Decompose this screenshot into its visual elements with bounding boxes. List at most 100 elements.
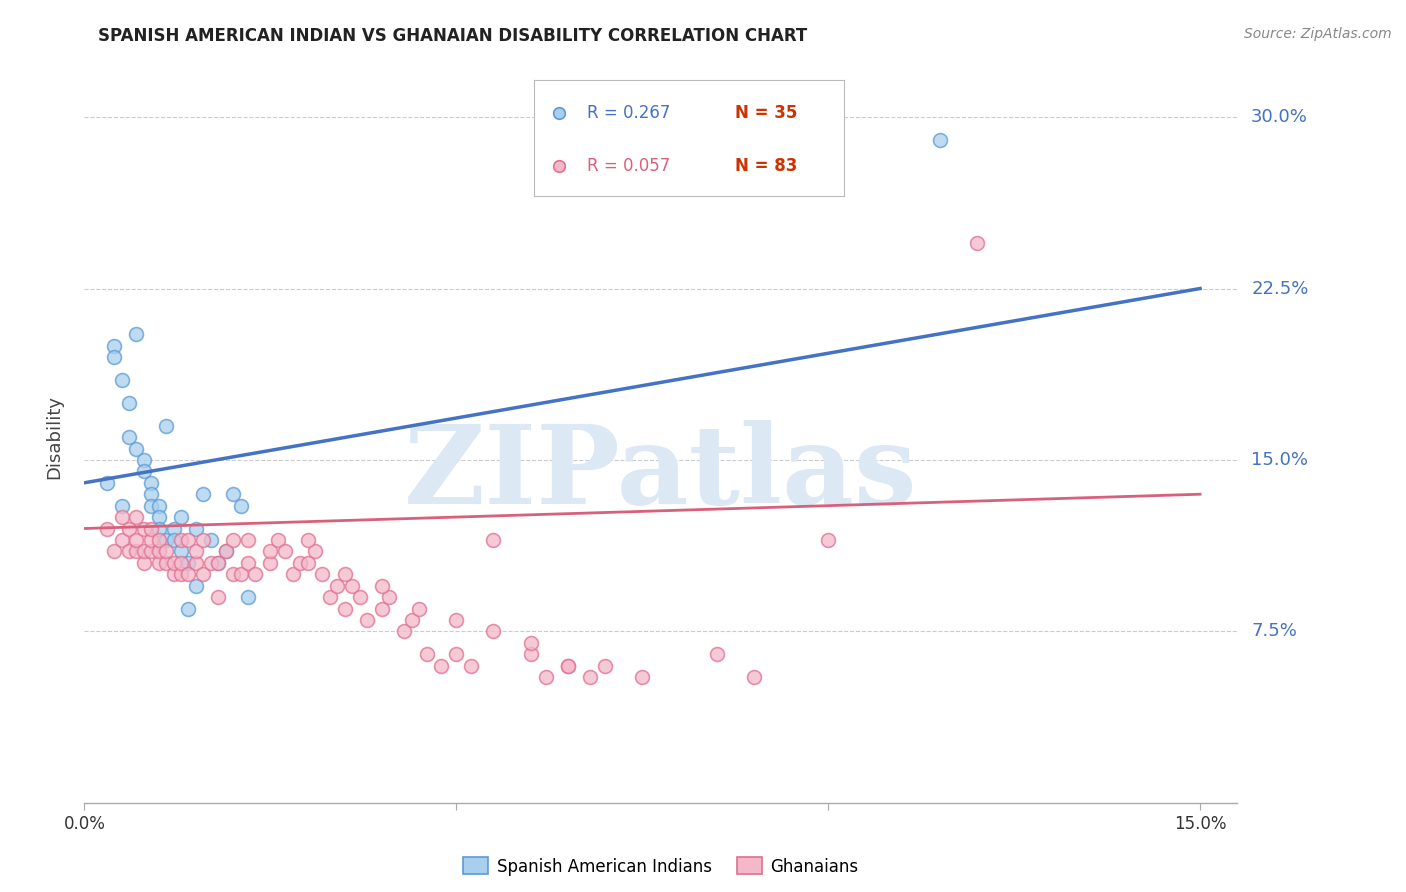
Point [118,521,141,535]
Point [141,487,163,501]
Point [141,499,163,513]
Point [281,567,304,582]
Point [110,533,132,547]
Point [184,579,207,593]
Point [125,510,148,524]
Point [519,636,541,650]
Point [401,613,423,627]
Text: R = 0.057: R = 0.057 [586,157,671,175]
Point [132,556,155,570]
Point [200,556,222,570]
Point [229,567,252,582]
Point [118,544,141,558]
Point [319,590,342,604]
Point [482,624,505,639]
Point [162,533,184,547]
Point [184,556,207,570]
Point [326,579,349,593]
Text: 7.5%: 7.5% [1251,623,1298,640]
Point [141,544,163,558]
Point [155,556,177,570]
Point [579,670,602,684]
Point [110,510,132,524]
Point [519,647,541,661]
Point [356,613,378,627]
Text: 15.0%: 15.0% [1251,451,1308,469]
Point [446,613,468,627]
Legend: Spanish American Indians, Ghanaians: Spanish American Indians, Ghanaians [457,851,865,882]
Point [193,487,215,501]
Y-axis label: Disability: Disability [45,395,63,479]
Point [141,475,163,490]
Point [333,567,356,582]
Point [966,235,988,250]
Text: ZIPatlas: ZIPatlas [404,420,918,527]
Point [118,430,141,444]
Point [482,533,505,547]
Point [446,647,468,661]
Point [742,670,765,684]
Point [170,556,193,570]
Point [392,624,415,639]
Point [229,499,252,513]
Point [170,544,193,558]
Point [193,567,215,582]
Point [193,533,215,547]
Point [274,544,297,558]
Point [371,601,394,615]
Point [103,544,125,558]
Text: N = 83: N = 83 [735,157,797,175]
Point [593,658,616,673]
Point [557,658,579,673]
Point [177,556,200,570]
Point [817,533,839,547]
Point [170,533,193,547]
Point [408,601,430,615]
Point [371,579,394,593]
Point [548,159,571,173]
Point [177,601,200,615]
Text: SPANISH AMERICAN INDIAN VS GHANAIAN DISABILITY CORRELATION CHART: SPANISH AMERICAN INDIAN VS GHANAIAN DISA… [98,27,807,45]
Point [177,533,200,547]
Point [415,647,437,661]
Point [259,544,281,558]
Point [125,442,148,456]
Point [155,418,177,433]
Point [207,590,229,604]
Point [162,521,184,535]
Point [162,567,184,582]
Point [148,499,170,513]
Point [215,544,238,558]
Point [177,567,200,582]
Point [125,327,148,342]
Point [311,567,333,582]
Point [236,590,259,604]
Point [245,567,267,582]
Text: N = 35: N = 35 [735,103,797,121]
Point [148,521,170,535]
Point [222,533,245,547]
Point [103,338,125,352]
Point [155,544,177,558]
Point [170,510,193,524]
Point [928,133,950,147]
Point [207,556,229,570]
Point [110,499,132,513]
Point [215,544,238,558]
Point [706,647,728,661]
Point [297,556,319,570]
Point [236,556,259,570]
Point [125,533,148,547]
Point [162,556,184,570]
Point [170,567,193,582]
Point [148,556,170,570]
Point [132,464,155,478]
Point [534,670,557,684]
Point [378,590,401,604]
Point [288,556,311,570]
Point [132,521,155,535]
Point [297,533,319,547]
Point [141,521,163,535]
Point [148,510,170,524]
Point [96,521,118,535]
